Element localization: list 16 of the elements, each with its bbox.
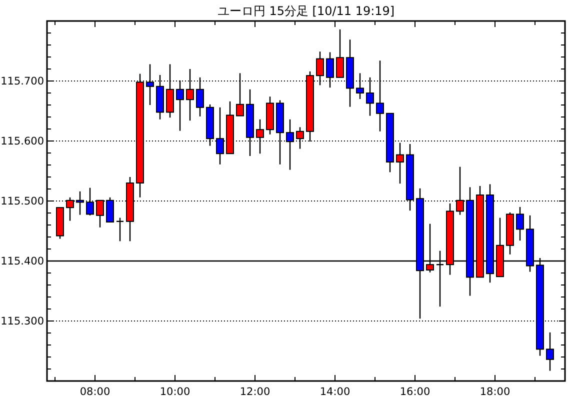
candlestick [336,28,344,78]
y-tick-label: 115.600 [0,136,44,148]
x-tick-label: 18:00 [480,386,510,398]
y-tick-label: 115.300 [0,316,44,328]
y-tick-label: 115.400 [0,256,44,268]
candlestick [516,206,524,242]
x-tick-label: 12:00 [240,386,270,398]
y-tick-label: 115.700 [0,76,44,88]
x-tick-label: 08:00 [80,386,110,398]
chart-title: ユーロ円 15分足 [10/11 19:19] [217,4,395,18]
x-tick-label: 16:00 [400,386,430,398]
x-tick-label: 14:00 [320,386,350,398]
y-tick-label: 115.500 [0,196,44,208]
x-tick-label: 10:00 [160,386,190,398]
candlestick [396,142,404,184]
candlestick [546,332,554,372]
